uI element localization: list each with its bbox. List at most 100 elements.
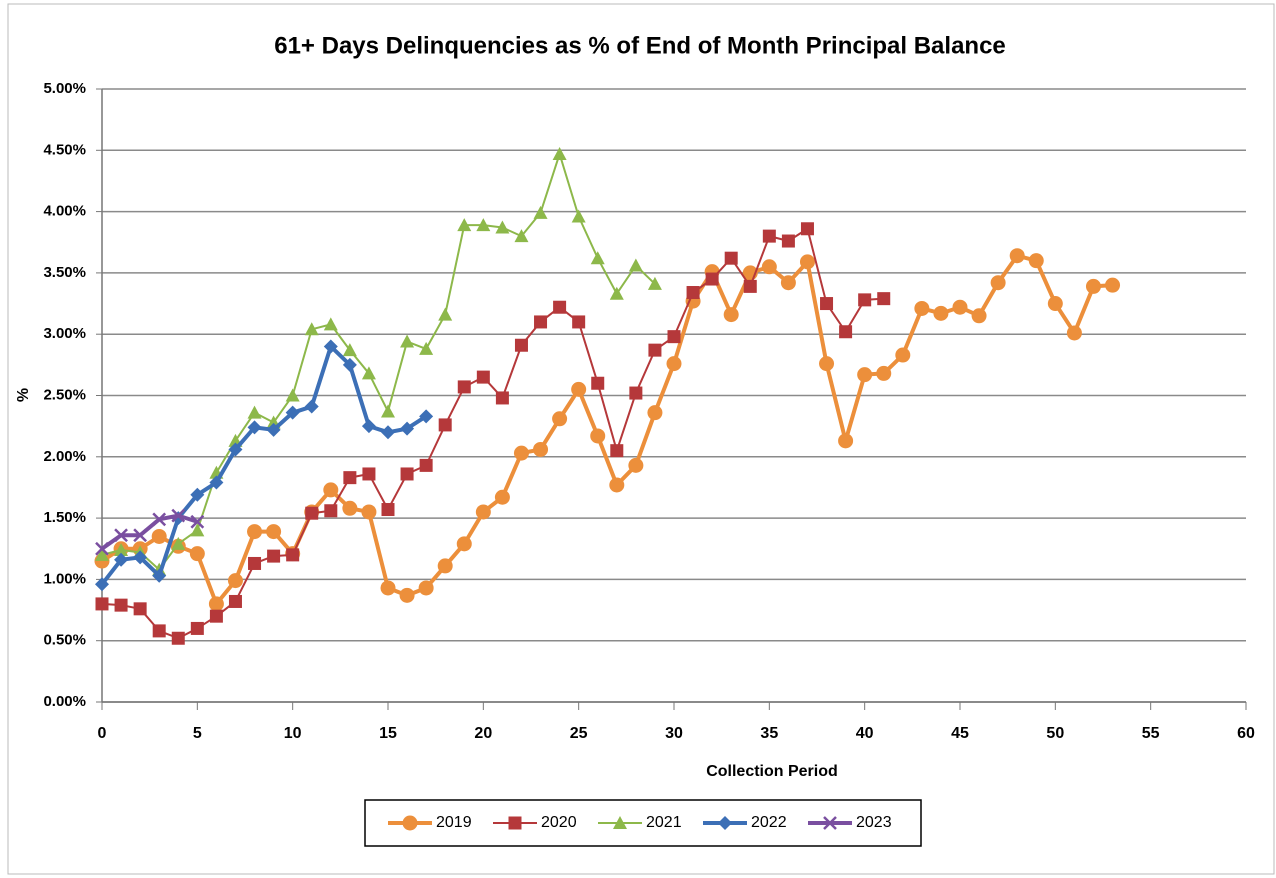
data-point — [648, 343, 662, 357]
y-tick-label: 4.00% — [43, 203, 86, 220]
legend-marker — [508, 816, 522, 830]
data-point — [343, 471, 357, 485]
data-point — [838, 433, 854, 449]
data-point — [933, 305, 949, 321]
data-point — [666, 356, 682, 372]
data-point — [380, 580, 396, 596]
data-point — [495, 391, 509, 405]
data-point — [133, 550, 148, 565]
data-point — [629, 386, 643, 400]
x-tick-label: 40 — [856, 725, 874, 742]
legend-label: 2020 — [541, 814, 577, 831]
data-point — [437, 558, 453, 574]
data-point — [114, 598, 128, 612]
data-point — [494, 489, 510, 505]
data-point — [227, 573, 243, 589]
data-point — [228, 442, 243, 457]
data-point — [839, 325, 853, 339]
data-point — [1047, 296, 1063, 312]
data-point — [419, 409, 434, 424]
data-point — [667, 330, 681, 344]
x-tick-label: 10 — [284, 725, 302, 742]
data-point — [743, 279, 757, 293]
x-tick-label: 55 — [1142, 725, 1160, 742]
data-point — [362, 467, 376, 481]
data-point — [342, 343, 357, 357]
data-point — [152, 568, 167, 583]
data-point — [590, 428, 606, 444]
data-point — [628, 457, 644, 473]
data-point — [209, 475, 224, 490]
data-point — [438, 418, 452, 432]
data-point — [762, 229, 776, 243]
data-point — [361, 366, 376, 380]
data-point — [95, 577, 109, 592]
data-point — [877, 292, 891, 306]
data-point — [381, 425, 395, 440]
data-point — [399, 587, 415, 603]
data-point — [190, 487, 205, 502]
data-point — [990, 275, 1006, 291]
data-point — [552, 411, 568, 427]
data-point — [304, 399, 319, 414]
data-point — [228, 594, 242, 608]
data-point — [895, 347, 911, 363]
x-tick-label: 25 — [570, 725, 588, 742]
data-point — [724, 251, 738, 265]
data-point — [114, 552, 129, 567]
data-point — [952, 299, 968, 315]
data-point — [438, 307, 453, 321]
data-point — [171, 511, 186, 526]
data-point — [571, 209, 586, 223]
data-point — [189, 546, 205, 562]
data-point — [304, 322, 319, 336]
data-point — [820, 297, 834, 311]
x-tick-label: 15 — [379, 725, 397, 742]
data-point — [190, 514, 205, 529]
data-point — [152, 624, 166, 638]
data-point — [609, 477, 625, 493]
y-tick-label: 2.50% — [43, 386, 86, 403]
data-point — [914, 300, 930, 316]
data-point — [971, 308, 987, 324]
data-point — [418, 580, 434, 596]
data-point — [475, 504, 491, 520]
data-point — [305, 506, 319, 520]
data-point — [800, 222, 814, 236]
data-point — [609, 286, 624, 300]
data-point — [342, 357, 357, 372]
data-point — [381, 404, 395, 418]
y-tick-label: 1.50% — [43, 509, 86, 526]
legend-marker — [718, 816, 732, 830]
legend-label: 2019 — [436, 814, 472, 831]
data-point — [514, 338, 528, 352]
data-point — [705, 272, 719, 286]
data-point — [400, 334, 415, 348]
y-tick-label: 4.50% — [43, 141, 86, 158]
data-point — [476, 370, 490, 384]
data-point — [267, 549, 281, 563]
data-point — [286, 548, 300, 562]
data-point — [323, 339, 338, 354]
data-point — [285, 388, 300, 402]
chart-border — [7, 3, 1275, 875]
legend-marker — [402, 815, 418, 831]
data-point — [342, 500, 358, 516]
data-point — [114, 542, 129, 556]
data-point — [457, 218, 472, 232]
data-point — [419, 458, 433, 472]
data-point — [133, 528, 148, 543]
chart-title: 61+ Days Delinquencies as % of End of Mo… — [274, 32, 1006, 59]
data-point — [1028, 253, 1044, 269]
legend-label: 2023 — [856, 814, 892, 831]
data-point — [247, 524, 263, 540]
legend-marker — [613, 816, 627, 829]
x-tick-label: 30 — [665, 725, 683, 742]
data-point — [686, 286, 700, 300]
data-point — [723, 307, 739, 323]
x-tick-label: 45 — [951, 725, 969, 742]
data-point — [133, 602, 147, 616]
data-point — [780, 275, 796, 291]
legend-box — [364, 799, 922, 847]
